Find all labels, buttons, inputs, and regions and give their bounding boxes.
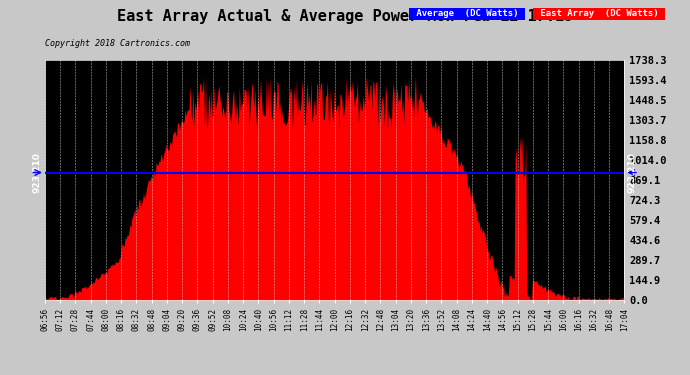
Text: East Array  (DC Watts): East Array (DC Watts) — [535, 9, 664, 18]
Text: 923.210: 923.210 — [627, 152, 636, 193]
Text: 923.210: 923.210 — [33, 152, 42, 193]
Text: Copyright 2018 Cartronics.com: Copyright 2018 Cartronics.com — [45, 39, 190, 48]
Text: Average  (DC Watts): Average (DC Watts) — [411, 9, 524, 18]
Text: East Array Actual & Average Power Mon Feb 12 17:19: East Array Actual & Average Power Mon Fe… — [117, 9, 573, 24]
